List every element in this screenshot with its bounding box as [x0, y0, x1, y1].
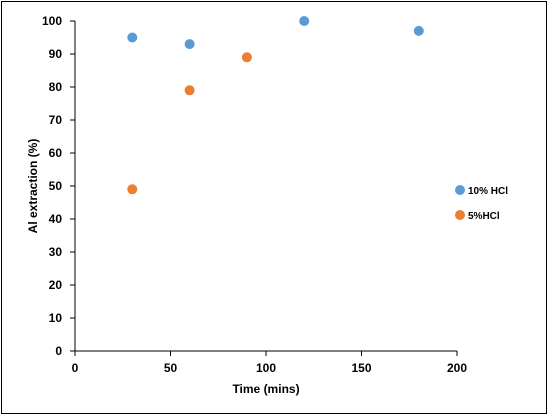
- data-point-series-1-2: [241, 52, 252, 63]
- y-tick-label: 80: [49, 80, 63, 94]
- y-tick-label: 60: [49, 146, 63, 160]
- legend-label-1: 5%HCl: [468, 211, 500, 222]
- data-point-series-0-1: [184, 39, 195, 50]
- y-tick-label: 30: [49, 245, 63, 259]
- y-tick-label: 100: [42, 14, 62, 28]
- x-ticks: 0 50 100 150 200: [72, 351, 467, 375]
- y-tick-label: 90: [49, 47, 63, 61]
- y-tick-label: 70: [49, 113, 63, 127]
- legend-marker-1: [455, 210, 465, 220]
- data-point-series-1-0: [127, 184, 138, 195]
- x-axis-title: Time (mins): [232, 382, 299, 396]
- x-tick-label: 150: [351, 361, 371, 375]
- data-point-series-0-3: [413, 25, 424, 36]
- legend-marker-0: [455, 185, 465, 195]
- legend-label-0: 10% HCl: [468, 186, 508, 197]
- x-tick-label: 0: [72, 361, 79, 375]
- y-tick-label: 0: [55, 344, 62, 358]
- y-axis-title: Al extraction (%): [26, 139, 40, 234]
- x-tick-label: 200: [447, 361, 467, 375]
- y-tick-label: 50: [49, 179, 63, 193]
- data-point-series-0-0: [127, 32, 138, 43]
- x-tick-label: 50: [164, 361, 178, 375]
- data-point-series-0-2: [299, 16, 310, 26]
- x-tick-label: 100: [256, 361, 276, 375]
- y-tick-label: 40: [49, 212, 63, 226]
- y-ticks: 0 10 20 30 40 50 60 70 80 90 100: [42, 14, 75, 358]
- data-point-series-1-1: [184, 85, 195, 96]
- y-tick-label: 10: [49, 311, 63, 325]
- legend: 10% HCl 5%HCl: [455, 185, 508, 222]
- data-points: [127, 16, 424, 195]
- y-tick-label: 20: [49, 278, 63, 292]
